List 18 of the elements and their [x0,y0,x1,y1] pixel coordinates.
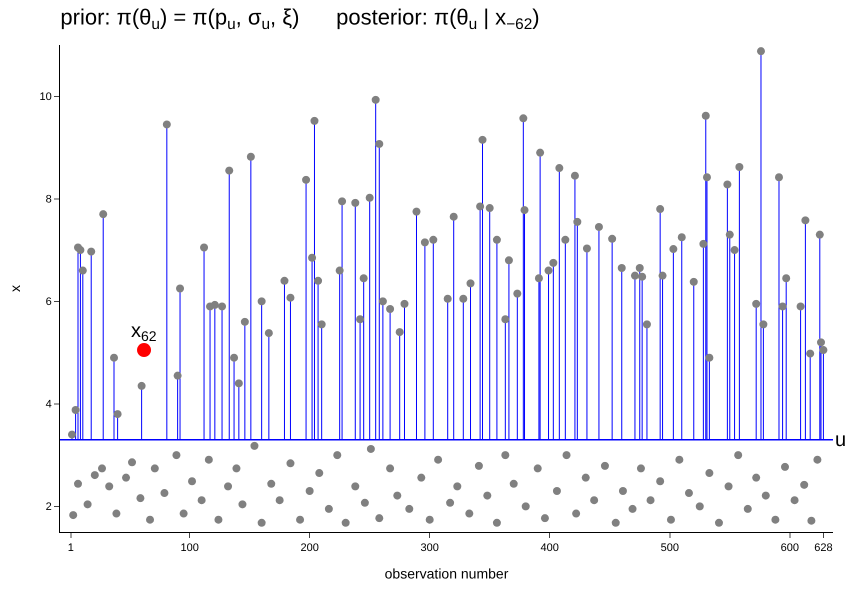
x-tick-label: 100 [180,542,199,554]
x-tick-label: 400 [540,542,559,554]
chart-title: prior: π(θ$_{u}$) = π(p$_{u}$, σ$_{u}$, ξ) posterior: π(θ$_{u}$ | x$_{−62}$) [60,4,540,33]
x-tick-label: 500 [660,542,679,554]
x-tick-label: 200 [300,542,319,554]
x-tick-label: 1 [68,542,74,554]
y-tick-label: 4 [46,398,52,411]
ref-line-label: u [835,429,846,451]
y-tick-label: 2 [46,501,52,514]
x-tick-label: 600 [780,542,799,554]
y-tick-label: 6 [46,296,52,308]
x-axis-title: observation number [384,566,509,582]
x-tick-label: 300 [420,542,439,554]
y-tick-label: 10 [40,91,52,104]
y-tick-label: 8 [46,194,52,206]
x-tick-label: 628 [814,542,833,554]
annotation: x$_{62}$ [131,320,157,344]
y-axis-title: x [7,285,24,292]
